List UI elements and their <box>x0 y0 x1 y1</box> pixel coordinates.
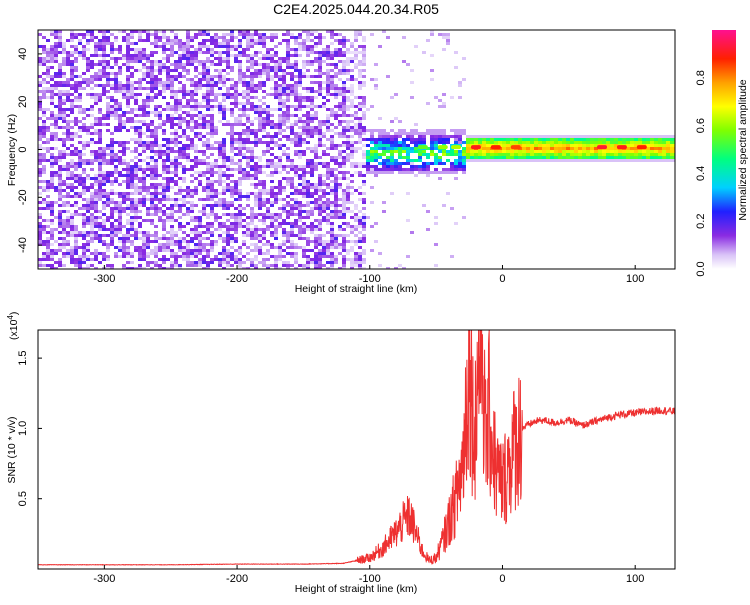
y-tick-label: 1.5 <box>17 350 29 365</box>
colorbar-tick-label: 0.2 <box>695 214 707 229</box>
x-tick-label: 0 <box>499 573 505 585</box>
x-tick-label: -300 <box>93 273 115 285</box>
colorbar-label: Normalized spectral amplitude <box>737 79 749 220</box>
x-tick-label: 100 <box>626 273 644 285</box>
snr-plot-area <box>38 330 675 569</box>
chart-title: C2E4.2025.044.20.34.R05 <box>273 1 439 17</box>
y-tick-label: 20 <box>17 96 29 108</box>
snr-ylabel: SNR (10 * v/v) <box>6 416 18 483</box>
y-tick-label: 0.5 <box>17 491 29 506</box>
spectrogram-ylabel: Frequency (Hz) <box>6 114 18 186</box>
snr-xlabel: Height of straight line (km) <box>295 583 418 595</box>
colorbar-gradient <box>712 30 736 269</box>
x-tick-label: 100 <box>626 573 644 585</box>
y-tick-label: -40 <box>17 237 29 253</box>
spectrogram-xlabel: Height of straight line (km) <box>295 283 418 295</box>
colorbar-ticks: 0.0 0.2 0.4 0.6 0.8 <box>695 70 707 276</box>
y-tick-label: 1.0 <box>17 421 29 436</box>
y-tick-label: 0 <box>17 146 29 152</box>
x-tick-label: -300 <box>93 573 115 585</box>
snr-multiplier: (x104) <box>6 312 20 340</box>
x-tick-label: -200 <box>226 273 248 285</box>
colorbar-tick-label: 0.8 <box>695 70 707 85</box>
y-tick-label: 40 <box>17 48 29 60</box>
colorbar-tick-label: 0.0 <box>695 261 707 276</box>
x-tick-label: 0 <box>499 273 505 285</box>
colorbar-tick-label: 0.4 <box>695 166 707 181</box>
colorbar: 0.0 0.2 0.4 0.6 0.8 Normalized spectral ampl… <box>695 30 749 277</box>
colorbar-tick-label: 0.6 <box>695 118 707 133</box>
y-tick-label: -20 <box>17 189 29 205</box>
snr-multiplier-base: (x10 <box>8 319 20 340</box>
x-tick-label: -200 <box>226 573 248 585</box>
